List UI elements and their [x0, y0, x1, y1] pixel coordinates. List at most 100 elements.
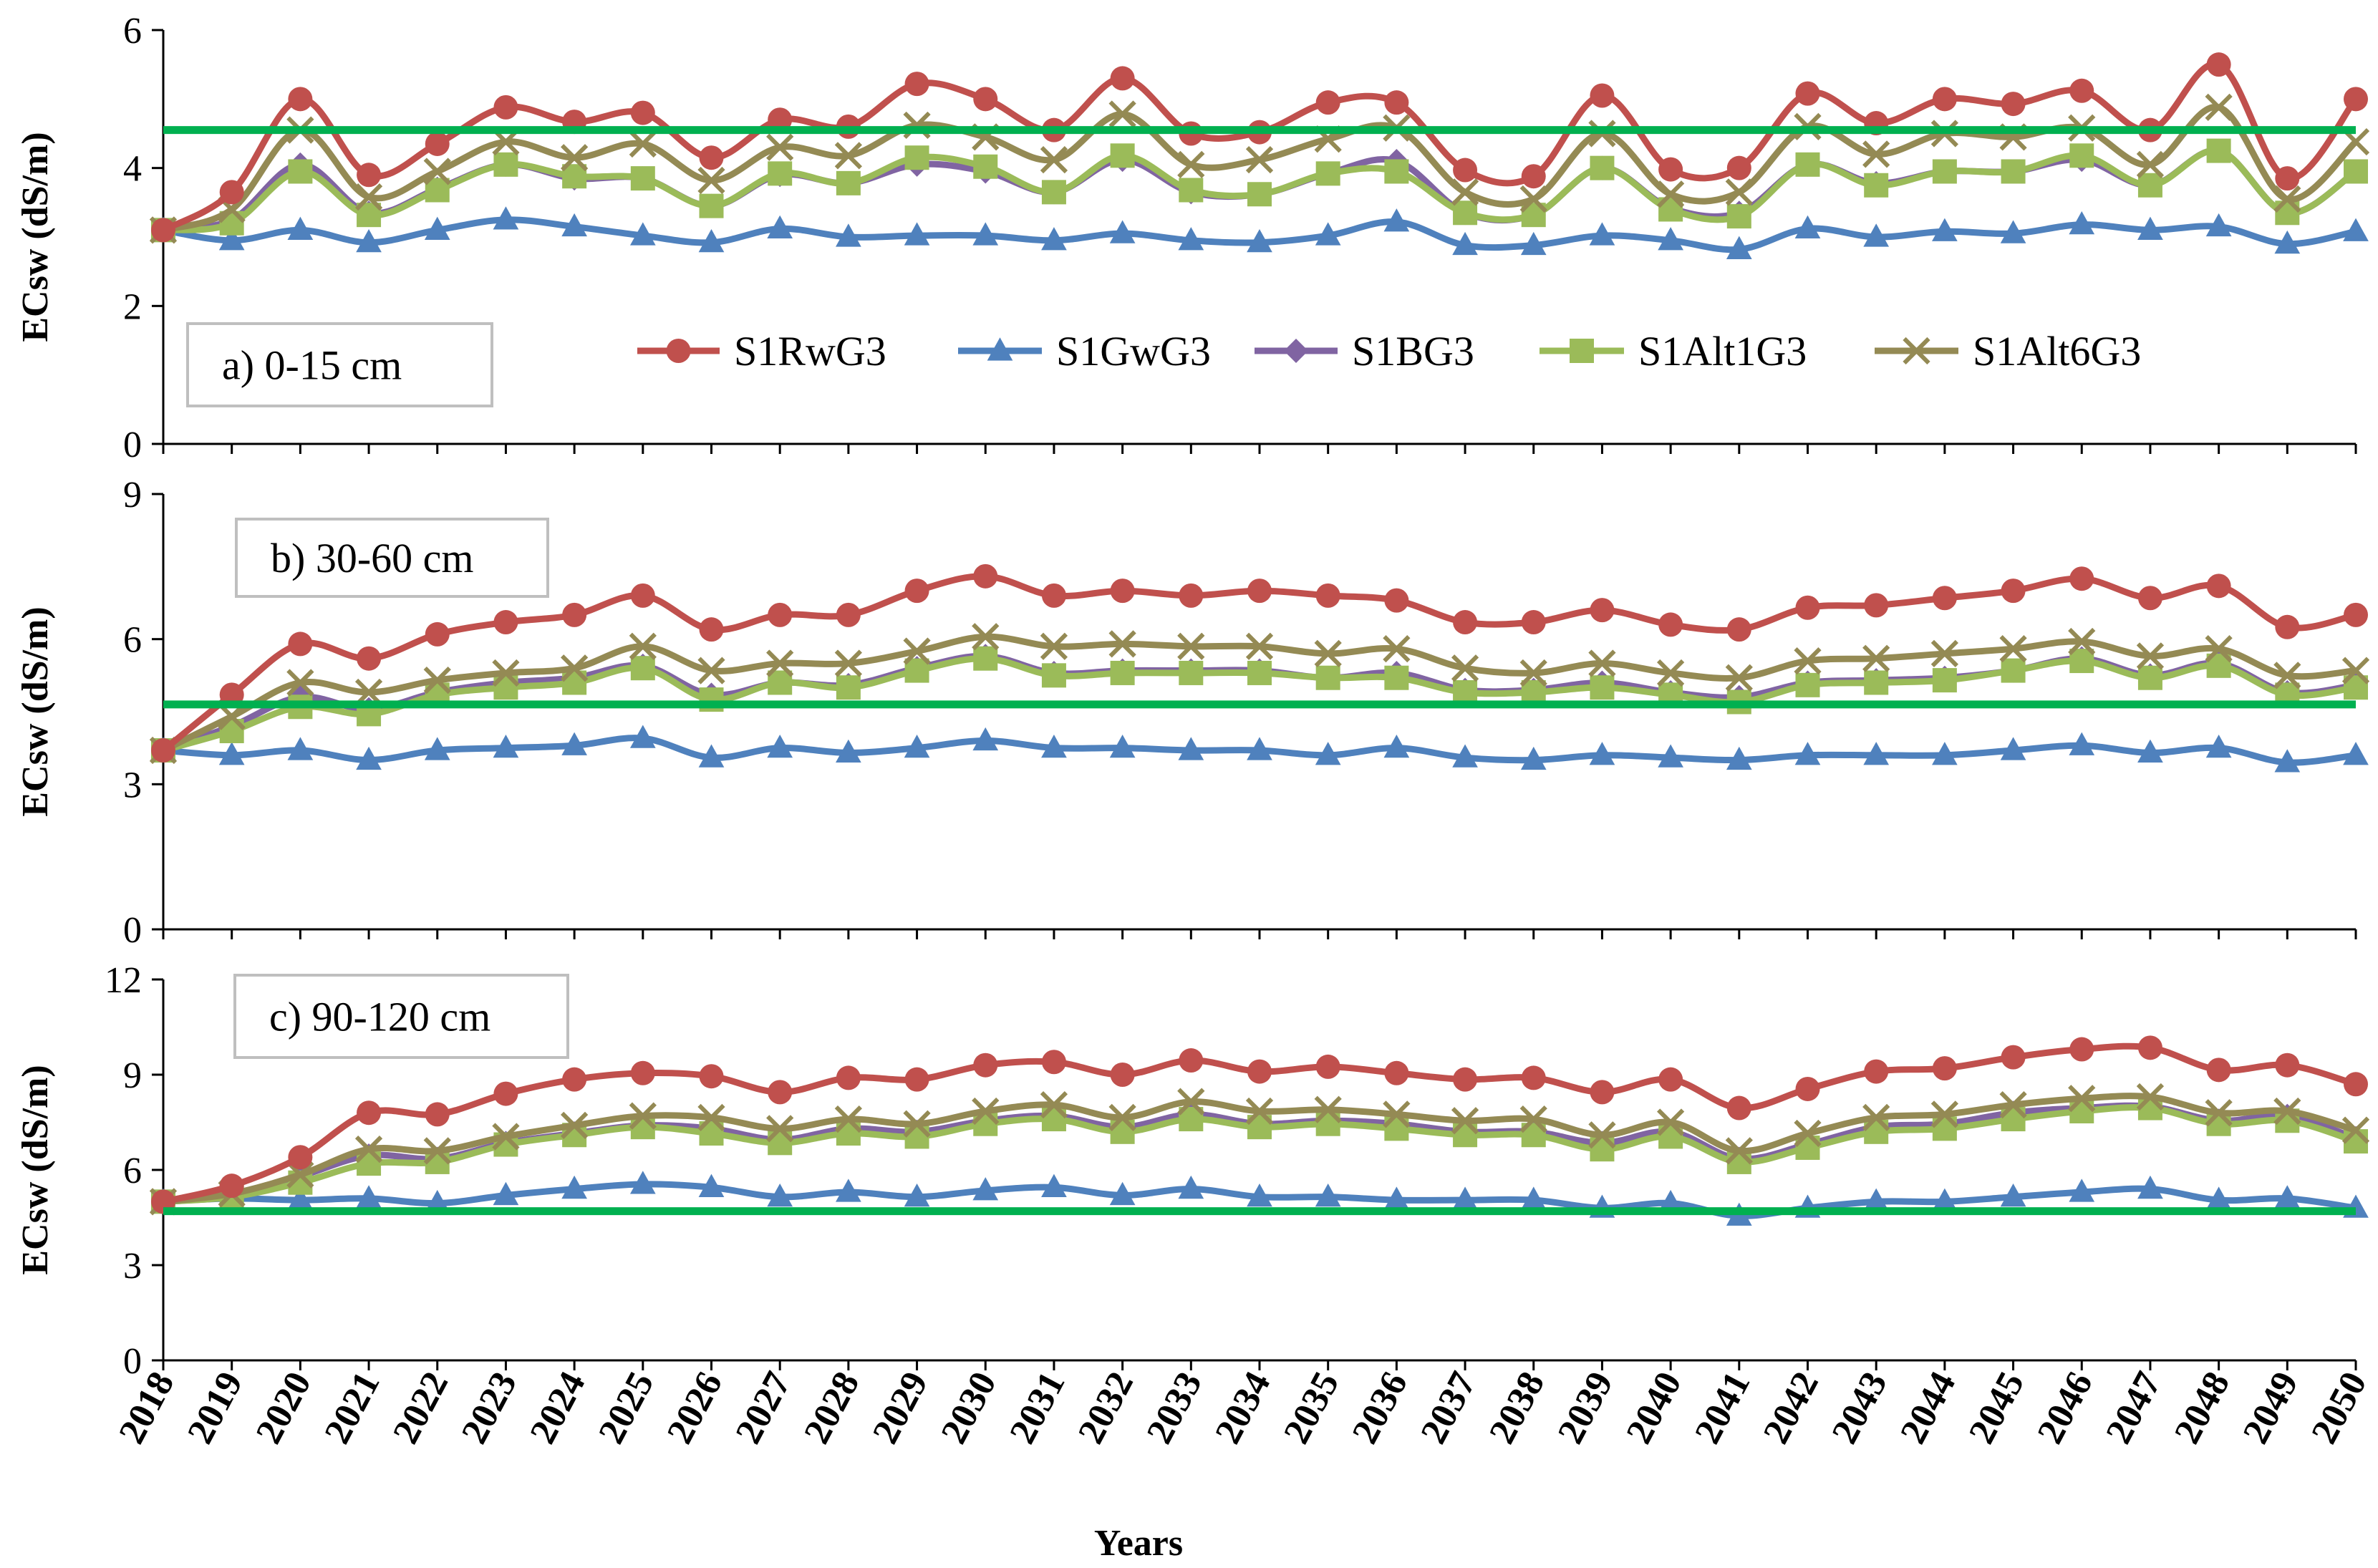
- x-tick-label: 2046: [2030, 1365, 2101, 1451]
- x-axis-title: Years: [1094, 1523, 1183, 1564]
- point-S1GwG3-2035: [1315, 1183, 1341, 1207]
- legend-swatch-marker: [666, 339, 691, 363]
- point-S1GwG3-2020: [287, 737, 314, 760]
- point-S1RwG3-2029: [904, 72, 929, 97]
- x-tick-label: 2042: [1756, 1365, 1827, 1451]
- legend-label: S1RwG3: [734, 328, 886, 374]
- point-S1RwG3-2038: [1521, 164, 1546, 189]
- point-S1Alt6G3-2023: [492, 659, 520, 687]
- legend-label: S1BG3: [1352, 328, 1474, 374]
- point-S1Alt6G3-2047: [2136, 642, 2165, 670]
- point-S1RwG3-2033: [1179, 1048, 1204, 1073]
- point-S1Alt1G3-2042: [1795, 152, 1820, 177]
- point-S1Alt6G3-2032: [1108, 1103, 1136, 1131]
- point-S1RwG3-2036: [1384, 588, 1409, 613]
- point-S1Alt1G3-2033: [1179, 178, 1204, 203]
- point-S1RwG3-2028: [836, 1065, 861, 1090]
- y-tick-label: 3: [123, 1246, 142, 1287]
- point-S1GwG3-2044: [1932, 218, 1958, 241]
- point-S1GwG3-2036: [1383, 208, 1410, 232]
- point-S1GwG3-2035: [1315, 222, 1341, 246]
- point-S1RwG3-2023: [493, 1081, 518, 1106]
- point-S1Alt1G3-2029: [904, 1124, 929, 1149]
- point-S1RwG3-2027: [768, 107, 793, 132]
- point-S1GwG3-2036: [1383, 734, 1410, 758]
- y-tick-label: 0: [123, 910, 142, 951]
- point-S1RwG3-2044: [1932, 586, 1957, 611]
- point-S1Alt6G3-2043: [1862, 140, 1890, 168]
- point-S1Alt1G3-2025: [630, 656, 655, 681]
- point-S1Alt6G3-2034: [1245, 632, 1274, 660]
- point-S1RwG3-2030: [973, 87, 998, 112]
- point-S1GwG3-2041: [1726, 236, 1752, 259]
- point-S1Alt6G3-2046: [2068, 627, 2096, 656]
- point-S1RwG3-2025: [630, 1060, 655, 1085]
- series-S1Alt1G3: [151, 138, 2368, 243]
- point-S1GwG3-2020: [287, 1186, 314, 1210]
- point-S1GwG3-2028: [836, 223, 861, 247]
- point-S1GwG3-2034: [1247, 229, 1272, 253]
- point-S1GwG3-2035: [1315, 742, 1341, 765]
- point-S1Alt6G3-2044: [1930, 1100, 1959, 1128]
- point-S1Alt6G3-2050: [2341, 1116, 2370, 1144]
- point-S1Alt6G3-2019: [218, 702, 246, 730]
- point-S1GwG3-2030: [972, 1177, 999, 1201]
- point-S1RwG3-2019: [219, 1173, 244, 1199]
- point-S1GwG3-2042: [1794, 742, 1821, 765]
- point-S1GwG3-2040: [1658, 227, 1683, 251]
- x-tick-label: 2029: [865, 1365, 936, 1451]
- point-S1Alt1G3-2036: [1384, 159, 1409, 184]
- point-S1Alt1G3-2029: [904, 658, 929, 683]
- point-S1Alt6G3-2041: [1725, 1137, 1753, 1165]
- point-S1RwG3-2021: [357, 1100, 382, 1126]
- point-S1GwG3-2019: [218, 227, 245, 251]
- point-S1GwG3-2024: [561, 1175, 587, 1199]
- point-S1GwG3-2040: [1658, 1189, 1683, 1214]
- point-S1RwG3-2031: [1041, 583, 1066, 608]
- point-S1RwG3-2018: [151, 738, 175, 763]
- x-tick-label: 2027: [728, 1365, 799, 1451]
- point-S1GwG3-2027: [767, 1183, 793, 1207]
- point-S1RwG3-2045: [2001, 1045, 2026, 1070]
- point-S1GwG3-2036: [1383, 1186, 1410, 1210]
- panel-label-box: [233, 974, 569, 1059]
- point-S1RwG3-2041: [1726, 1095, 1751, 1121]
- point-S1Alt1G3-2045: [2001, 159, 2026, 184]
- point-S1RwG3-2023: [493, 95, 518, 120]
- y-tick-label: 9: [123, 475, 142, 516]
- point-S1GwG3-2048: [2205, 1186, 2232, 1210]
- point-S1Alt6G3-2038: [1519, 659, 1547, 687]
- panel-3: 0 3 6 9 12 ECsw (dS/m) c) 90-120 cm: [15, 960, 2370, 1382]
- y-tick-label: 3: [123, 765, 142, 805]
- point-S1Alt6G3-2027: [766, 1115, 794, 1143]
- series-S1RwG3: [151, 52, 2368, 243]
- point-S1Alt1G3-2029: [904, 145, 929, 170]
- point-S1RwG3-2038: [1521, 610, 1546, 635]
- point-S1Alt6G3-2039: [1588, 1121, 1616, 1149]
- legend-swatch-marker: [1284, 339, 1308, 363]
- point-S1Alt1G3-2025: [630, 166, 655, 191]
- point-S1RwG3-2047: [2137, 586, 2162, 611]
- point-S1GwG3-2021: [356, 229, 382, 253]
- x-tick-label: 2045: [1961, 1365, 2032, 1451]
- point-S1Alt6G3-2032: [1108, 630, 1136, 658]
- point-S1Alt6G3-2049: [2273, 1097, 2301, 1126]
- point-S1RwG3-2050: [2344, 87, 2368, 112]
- point-S1GwG3-2024: [561, 213, 587, 237]
- point-S1GwG3-2030: [972, 222, 999, 246]
- point-S1GwG3-2019: [218, 742, 245, 765]
- point-S1Alt6G3-2045: [1999, 635, 2027, 663]
- point-S1Alt1G3-2027: [768, 161, 793, 186]
- x-tick-label: 2023: [454, 1365, 525, 1451]
- point-S1GwG3-2042: [1794, 215, 1821, 239]
- point-S1RwG3-2032: [1110, 1063, 1135, 1087]
- y-tick-label: 9: [123, 1055, 142, 1096]
- x-tick-label: 2032: [1070, 1365, 1141, 1451]
- point-S1RwG3-2023: [493, 610, 518, 635]
- point-S1Alt6G3-2040: [1657, 180, 1685, 208]
- point-S1GwG3-2023: [493, 1181, 519, 1206]
- point-S1RwG3-2020: [288, 1145, 313, 1170]
- point-S1Alt6G3-2021: [354, 183, 383, 211]
- x-tick-label: 2031: [1002, 1365, 1073, 1451]
- point-S1GwG3-2025: [629, 222, 656, 246]
